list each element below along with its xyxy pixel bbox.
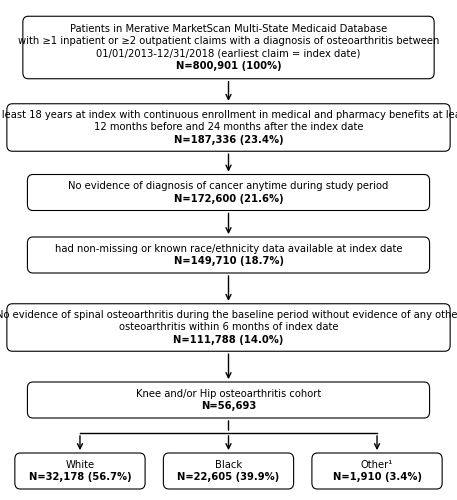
Text: osteoarthritis within 6 months of index date: osteoarthritis within 6 months of index … <box>119 322 338 332</box>
FancyBboxPatch shape <box>7 304 450 351</box>
Text: had non-missing or known race/ethnicity data available at index date: had non-missing or known race/ethnicity … <box>55 244 402 254</box>
Text: 12 months before and 24 months after the index date: 12 months before and 24 months after the… <box>94 122 363 132</box>
Text: White: White <box>65 460 95 470</box>
Text: At least 18 years at index with continuous enrollment in medical and pharmacy be: At least 18 years at index with continuo… <box>0 110 457 120</box>
Text: with ≥1 inpatient or ≥2 outpatient claims with a diagnosis of osteoarthritis bet: with ≥1 inpatient or ≥2 outpatient claim… <box>18 36 439 46</box>
Text: No evidence of diagnosis of cancer anytime during study period: No evidence of diagnosis of cancer anyti… <box>68 181 389 191</box>
Text: N=56,693: N=56,693 <box>201 401 256 411</box>
Text: N=149,710 (18.7%): N=149,710 (18.7%) <box>174 256 283 266</box>
Text: Patients in Merative MarketScan Multi-State Medicaid Database: Patients in Merative MarketScan Multi-St… <box>70 24 387 34</box>
FancyBboxPatch shape <box>164 453 294 489</box>
Text: N=1,910 (3.4%): N=1,910 (3.4%) <box>333 472 421 482</box>
Text: Knee and/or Hip osteoarthritis cohort: Knee and/or Hip osteoarthritis cohort <box>136 389 321 399</box>
Text: N=111,788 (14.0%): N=111,788 (14.0%) <box>173 335 284 345</box>
Text: N=800,901 (100%): N=800,901 (100%) <box>175 61 282 71</box>
FancyBboxPatch shape <box>27 382 430 418</box>
Text: N=32,178 (56.7%): N=32,178 (56.7%) <box>29 472 131 482</box>
Text: 01/01/2013-12/31/2018 (earliest claim = index date): 01/01/2013-12/31/2018 (earliest claim = … <box>96 48 361 58</box>
FancyBboxPatch shape <box>7 104 450 151</box>
Text: Other¹: Other¹ <box>361 460 393 470</box>
Text: Black: Black <box>215 460 242 470</box>
Text: N=172,600 (21.6%): N=172,600 (21.6%) <box>174 194 283 204</box>
Text: N=187,336 (23.4%): N=187,336 (23.4%) <box>174 135 283 145</box>
FancyBboxPatch shape <box>312 453 442 489</box>
FancyBboxPatch shape <box>27 174 430 210</box>
FancyBboxPatch shape <box>15 453 145 489</box>
FancyBboxPatch shape <box>27 237 430 273</box>
Text: N=22,605 (39.9%): N=22,605 (39.9%) <box>177 472 280 482</box>
Text: No evidence of spinal osteoarthritis during the baseline period without evidence: No evidence of spinal osteoarthritis dur… <box>0 310 457 320</box>
FancyBboxPatch shape <box>23 16 434 78</box>
